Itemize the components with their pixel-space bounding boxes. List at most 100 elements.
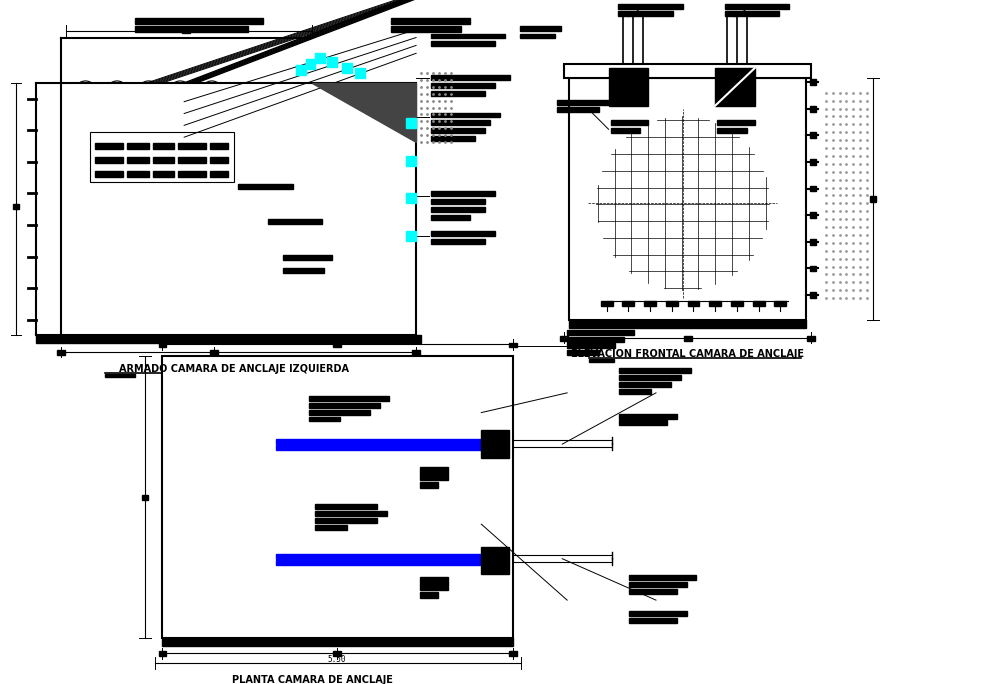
Bar [567,337,624,341]
Bar [308,403,379,408]
Circle shape [106,302,127,324]
Bar [333,651,341,657]
Bar [809,292,815,298]
Bar [619,375,680,380]
Circle shape [267,430,289,451]
Circle shape [327,192,349,213]
Bar [644,301,655,306]
Bar [412,350,419,356]
Bar [809,239,815,245]
Circle shape [137,81,159,103]
Circle shape [74,109,96,130]
Bar [809,185,815,192]
Circle shape [355,430,377,451]
Bar [480,430,509,458]
Circle shape [238,548,259,570]
Circle shape [473,595,495,617]
Bar [134,18,263,24]
Circle shape [414,595,436,617]
Bar [419,482,437,488]
Polygon shape [312,83,415,142]
Circle shape [201,274,223,296]
Circle shape [297,453,318,475]
Bar [308,417,340,421]
Circle shape [267,477,289,499]
Circle shape [267,524,289,546]
Circle shape [106,164,127,185]
Bar [430,83,494,88]
Bar [567,350,598,356]
Bar [13,205,19,209]
Circle shape [170,302,191,324]
Bar [210,171,228,176]
Bar [430,207,484,212]
Circle shape [179,595,200,617]
Circle shape [74,302,96,324]
Bar [152,157,175,163]
Circle shape [179,430,200,451]
Circle shape [385,406,407,428]
Circle shape [267,548,289,570]
Bar [134,26,248,31]
Circle shape [385,595,407,617]
Bar [152,171,175,176]
Circle shape [327,247,349,269]
Bar [315,504,376,510]
Circle shape [208,572,230,593]
Bar [95,171,122,176]
Circle shape [238,572,259,593]
Bar [419,577,447,590]
Bar [210,350,218,356]
Circle shape [201,302,223,324]
Bar [619,368,690,373]
Bar [716,129,746,133]
Bar [430,129,484,133]
Bar [210,143,228,149]
Bar [567,343,614,348]
Circle shape [74,136,96,158]
Circle shape [355,524,377,546]
Circle shape [208,524,230,546]
Bar [406,194,415,203]
Bar [268,219,322,224]
Circle shape [208,548,230,570]
Bar [809,265,815,272]
Circle shape [297,595,318,617]
Bar [327,57,337,67]
Bar [315,512,386,516]
Text: 5.50: 5.50 [328,655,346,664]
Bar [141,495,147,501]
Circle shape [238,358,259,380]
Bar [567,330,634,334]
Circle shape [326,453,348,475]
Bar [600,301,612,306]
Circle shape [296,109,317,130]
Circle shape [137,164,159,185]
Circle shape [74,219,96,241]
Bar [95,157,122,163]
Circle shape [179,524,200,546]
Circle shape [355,548,377,570]
Circle shape [355,406,377,428]
Circle shape [326,572,348,593]
Bar [809,132,815,138]
Circle shape [297,477,318,499]
Bar [629,590,676,594]
Circle shape [414,406,436,428]
Bar [509,343,517,347]
Circle shape [106,247,127,269]
Bar [276,439,508,444]
Circle shape [233,274,254,296]
Bar [608,68,648,105]
Bar [520,26,561,31]
Circle shape [296,219,317,241]
Circle shape [327,219,349,241]
Circle shape [201,219,223,241]
Circle shape [238,406,259,428]
Circle shape [170,219,191,241]
Circle shape [137,219,159,241]
Circle shape [238,430,259,451]
Circle shape [179,406,200,428]
Bar [618,11,672,16]
Circle shape [267,453,289,475]
